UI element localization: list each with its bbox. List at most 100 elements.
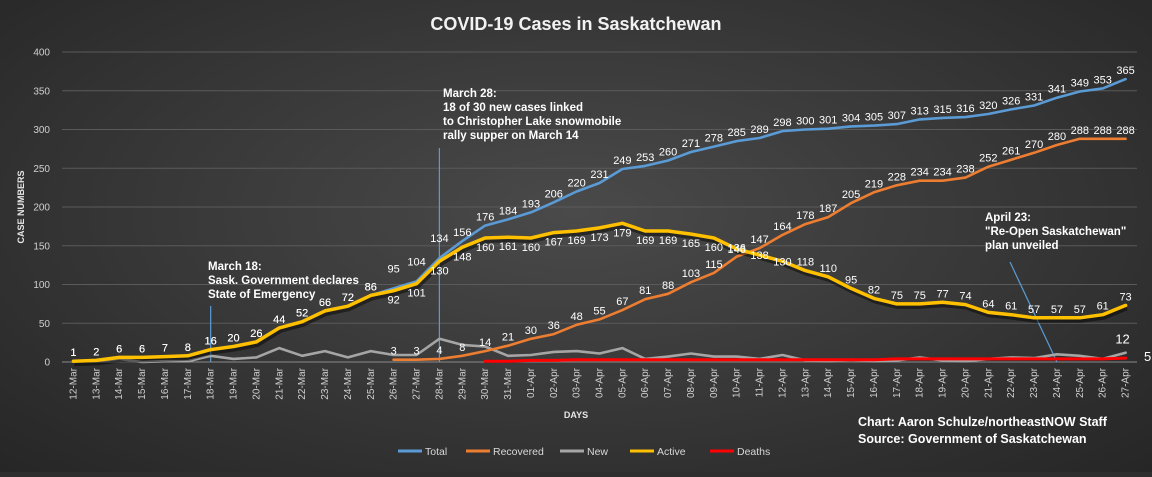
- total-data-label: 72: [342, 292, 354, 304]
- y-tick-label: 250: [33, 164, 50, 175]
- active-data-label: 148: [453, 251, 471, 263]
- total-data-label: 26: [250, 328, 262, 340]
- total-data-label: 206: [545, 188, 563, 200]
- total-data-label: 104: [407, 256, 425, 268]
- x-tick-label: 20-Apr: [960, 367, 971, 398]
- recovered-data-label: 4: [436, 345, 442, 357]
- active-data-label: 130: [773, 256, 791, 268]
- annotation-text: March 28:: [443, 88, 497, 100]
- recovered-data-label: 8: [459, 342, 465, 354]
- recovered-data-label: 261: [1002, 146, 1020, 158]
- annotation-text: March 18:: [208, 261, 262, 273]
- active-data-label: 6: [116, 343, 122, 355]
- total-data-label: 231: [590, 169, 608, 181]
- active-line: [71, 221, 1128, 363]
- recovered-line: [392, 137, 1127, 362]
- active-data-label: 86: [365, 281, 377, 293]
- x-tick-label: 26-Apr: [1098, 367, 1109, 398]
- total-data-label: 66: [319, 297, 331, 309]
- x-tick-label: 05-Apr: [617, 367, 628, 398]
- recovered-data-label: 67: [616, 296, 628, 308]
- recovered-data-label: 228: [888, 171, 906, 183]
- active-data-label: 130: [430, 265, 448, 277]
- active-data-label: 61: [1005, 301, 1017, 313]
- y-tick-label: 400: [33, 48, 50, 59]
- legend-label-total: Total: [425, 446, 447, 458]
- active-data-label: 8: [185, 342, 191, 354]
- annotation-pointer: [1009, 261, 1058, 363]
- active-data-label: 57: [1028, 304, 1040, 316]
- x-tick-label: 12-Apr: [777, 367, 788, 398]
- legend-label-recovered: Recovered: [493, 446, 544, 458]
- x-tick-label: 25-Apr: [1075, 367, 1086, 398]
- active-data-label: 161: [499, 241, 517, 253]
- total-data-label: 300: [796, 116, 814, 128]
- recovered-data-label: 234: [911, 167, 929, 179]
- active-data-label: 77: [936, 288, 948, 300]
- recovered-data-label: 147: [750, 234, 768, 246]
- legend-label-active: Active: [657, 446, 686, 458]
- total-data-label: 134: [430, 233, 448, 245]
- active-data-label: 61: [1097, 301, 1109, 313]
- total-data-label: 156: [453, 227, 471, 239]
- active-data-label: 110: [819, 263, 837, 275]
- total-data-label: 349: [1071, 78, 1089, 90]
- recovered-data-label: 36: [548, 320, 560, 332]
- active-data-label: 52: [296, 308, 308, 320]
- x-tick-label: 29-Mar: [457, 367, 468, 399]
- total-data-label: 305: [865, 112, 883, 124]
- recovered-data-label: 234: [933, 167, 951, 179]
- x-tick-label: 13-Mar: [91, 367, 102, 399]
- annotation-text: State of Emergency: [208, 289, 316, 301]
- x-tick-label: 27-Apr: [1121, 367, 1132, 398]
- active-data-label: 57: [1074, 304, 1086, 316]
- total-data-label: 365: [1116, 65, 1134, 77]
- recovered-data-label: 3: [413, 346, 419, 358]
- total-data-label: 289: [750, 124, 768, 136]
- total-data-label: 307: [888, 110, 906, 122]
- x-tick-label: 10-Apr: [732, 367, 743, 398]
- recovered-data-label: 280: [1048, 131, 1066, 143]
- y-tick-label: 150: [33, 241, 50, 252]
- y-tick-label: 200: [33, 203, 50, 214]
- recovered-data-label: 219: [865, 178, 883, 190]
- y-tick-label: 100: [33, 280, 50, 291]
- active-data-label: 173: [590, 232, 608, 244]
- recovered-data-label: 48: [571, 311, 583, 323]
- total-data-label: 326: [1002, 95, 1020, 107]
- recovered-data-label: 238: [956, 164, 974, 176]
- total-data-label: 353: [1094, 74, 1112, 86]
- total-data-label: 6: [139, 343, 145, 355]
- active-data-label: 73: [1119, 291, 1131, 303]
- y-tick-label: 300: [33, 125, 50, 136]
- recovered-data-label: 30: [525, 325, 537, 337]
- total-data-label: 313: [911, 105, 929, 117]
- active-data-label: 6: [139, 343, 145, 355]
- active-data-label: 7: [162, 343, 168, 355]
- active-data-label: 2: [93, 346, 99, 358]
- active-data-label: 75: [891, 290, 903, 302]
- recovered-data-label: 21: [502, 332, 514, 344]
- annotation-text: to Christopher Lake snowmobile: [443, 116, 621, 128]
- x-tick-label: 24-Mar: [343, 367, 354, 399]
- recovered-data-label: 55: [593, 305, 605, 317]
- total-data-label: 271: [682, 138, 700, 150]
- active-data-label: 118: [797, 257, 815, 269]
- x-tick-label: 16-Apr: [869, 367, 880, 398]
- x-tick-label: 11-Apr: [755, 367, 766, 397]
- recovered-data-label: 103: [682, 268, 700, 280]
- recovered-data-label: 187: [819, 203, 837, 215]
- source-credit: Source: Government of Saskatchewan: [858, 432, 1087, 446]
- x-tick-label: 17-Mar: [183, 367, 194, 399]
- x-tick-label: 03-Apr: [572, 367, 583, 398]
- annotation-text: plan unveiled: [985, 240, 1059, 252]
- active-data-label: 72: [342, 292, 354, 304]
- new-line: [72, 337, 1127, 364]
- total-data-label: 304: [842, 112, 860, 124]
- total-data-label: 2: [93, 346, 99, 358]
- x-tick-label: 16-Mar: [160, 367, 171, 399]
- total-data-label: 7: [162, 343, 168, 355]
- x-tick-label: 31-Mar: [503, 367, 514, 399]
- x-tick-label: 12-Mar: [68, 367, 79, 399]
